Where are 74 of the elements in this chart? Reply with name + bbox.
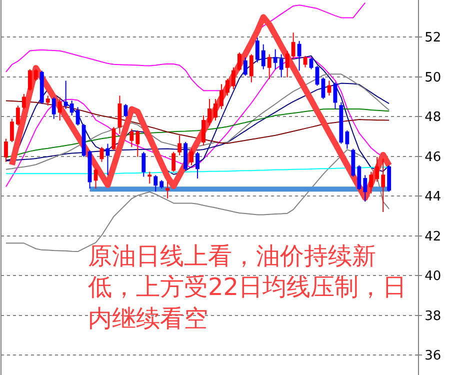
candlestick: [381, 158, 386, 212]
y-tick-label: 50: [424, 70, 442, 86]
candlestick: [88, 150, 92, 189]
candlestick: [100, 146, 104, 162]
candlestick: [261, 44, 266, 70]
candlestick: [327, 80, 332, 96]
candlestick: [106, 143, 110, 176]
candlestick: [237, 52, 242, 72]
candlestick: [279, 54, 284, 78]
candlestick: [345, 130, 350, 150]
y-tick-label: 52: [424, 30, 442, 46]
candlestick: [64, 80, 68, 110]
candlestick: [231, 66, 236, 90]
candlestick: [273, 48, 278, 70]
y-tick-label: 46: [424, 150, 442, 165]
y-tick-label: 36: [424, 348, 442, 364]
candlestick: [154, 174, 158, 192]
candlestick: [82, 123, 86, 158]
candlestick: [375, 156, 380, 182]
candlestick: [291, 32, 296, 60]
candlestick: [22, 94, 26, 110]
candlestick: [196, 151, 200, 180]
candlestick: [178, 134, 182, 156]
candlestick: [10, 118, 14, 142]
y-tick-label: 48: [424, 110, 442, 126]
candlestick: [255, 37, 260, 63]
candlestick: [249, 54, 254, 83]
candlestick: [52, 96, 56, 120]
y-tick-label: 42: [424, 229, 442, 244]
candlestick: [303, 55, 308, 68]
candlestick: [225, 78, 230, 96]
candlestick: [357, 164, 362, 191]
y-tick-label: 38: [424, 308, 442, 324]
candlestick: [124, 103, 128, 118]
annotation: 原油日线上看，油价持续新低，上方受22日均线压制，日内继续看空: [88, 242, 407, 332]
candlestick: [130, 128, 134, 148]
candlestick: [160, 180, 164, 189]
candlestick: [267, 54, 272, 80]
candlestick: [363, 174, 368, 202]
candlestick: [28, 68, 32, 92]
candlestick: [214, 98, 218, 121]
candlestick: [16, 105, 20, 126]
candlestick: [34, 68, 38, 82]
candlestick: [46, 95, 50, 106]
candlestick: [202, 115, 206, 146]
y-tick-label: 40: [424, 269, 442, 284]
candlestick: [184, 141, 188, 171]
candlestick: [243, 56, 248, 76]
line-series: [5, 100, 390, 144]
candlestick: [285, 50, 290, 78]
candlestick: [142, 151, 146, 178]
candlestick: [339, 102, 344, 144]
candlestick: [76, 106, 80, 126]
candlestick: [387, 164, 392, 192]
candlestick: [40, 70, 44, 104]
candlestick: [94, 168, 98, 189]
candlestick: [297, 40, 302, 72]
candlestick: [136, 130, 140, 158]
candlestick: [166, 181, 170, 199]
candlestick: [333, 82, 338, 110]
candlestick: [70, 100, 74, 116]
candlestick: [118, 95, 122, 134]
candlestick: [369, 171, 374, 194]
candlestick: [208, 98, 212, 126]
candlestick: [172, 151, 176, 172]
candlestick: [148, 171, 152, 184]
candlestick: [4, 138, 8, 162]
candlestick: [58, 96, 62, 121]
candlestick: [220, 84, 224, 110]
line-series: [5, 166, 390, 174]
candlestick: [190, 148, 194, 166]
line-series: [5, 108, 390, 158]
candlestick: [351, 148, 356, 178]
y-tick-label: 44: [424, 190, 442, 205]
